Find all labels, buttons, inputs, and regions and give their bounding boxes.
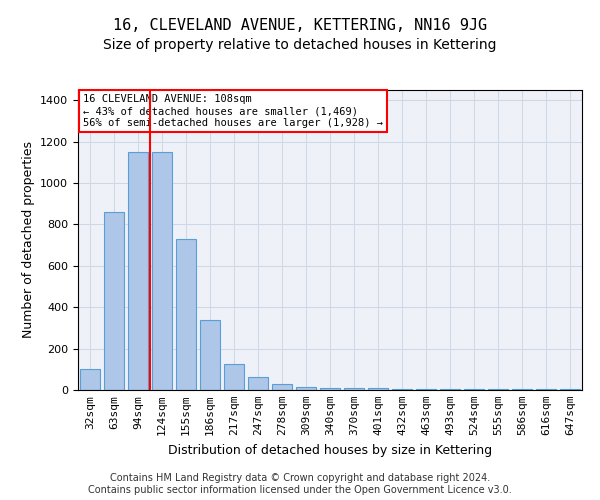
Bar (344, 388, 364, 390)
Bar (176, 239, 196, 390)
X-axis label: Distribution of detached houses by size in Kettering: Distribution of detached houses by size … (168, 444, 492, 456)
Text: Contains HM Land Registry data © Crown copyright and database right 2024.
Contai: Contains HM Land Registry data © Crown c… (88, 474, 512, 495)
Bar (416, 389, 436, 390)
Bar (272, 384, 292, 390)
Bar (440, 389, 460, 390)
Bar (152, 152, 172, 390)
Bar (320, 388, 340, 390)
Text: 16, CLEVELAND AVENUE, KETTERING, NN16 9JG: 16, CLEVELAND AVENUE, KETTERING, NN16 9J… (113, 18, 487, 32)
Bar (512, 389, 532, 390)
Bar (224, 364, 244, 390)
Text: Size of property relative to detached houses in Kettering: Size of property relative to detached ho… (103, 38, 497, 52)
Bar (536, 389, 556, 390)
Bar (296, 387, 316, 390)
Bar (392, 389, 412, 390)
Bar (248, 376, 268, 390)
Text: 16 CLEVELAND AVENUE: 108sqm
← 43% of detached houses are smaller (1,469)
56% of : 16 CLEVELAND AVENUE: 108sqm ← 43% of det… (83, 94, 383, 128)
Bar (200, 320, 220, 390)
Bar (488, 389, 508, 390)
Bar (368, 388, 388, 390)
Bar (80, 370, 100, 390)
Bar (128, 152, 148, 390)
Y-axis label: Number of detached properties: Number of detached properties (22, 142, 35, 338)
Bar (104, 212, 124, 390)
Bar (464, 389, 484, 390)
Bar (560, 389, 580, 390)
